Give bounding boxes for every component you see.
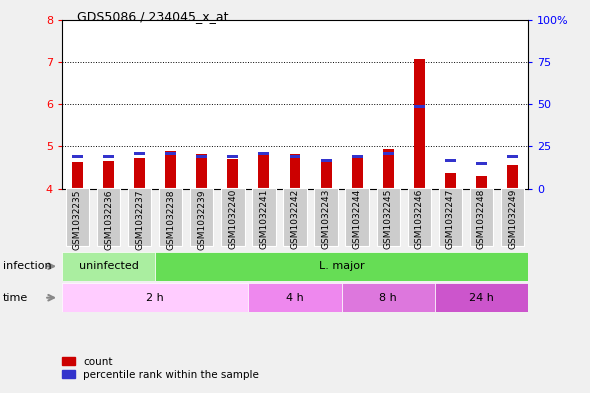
Text: GSM1032237: GSM1032237 bbox=[135, 189, 144, 250]
Bar bbox=[227, 159, 238, 189]
FancyBboxPatch shape bbox=[66, 188, 89, 246]
FancyBboxPatch shape bbox=[470, 188, 493, 246]
FancyBboxPatch shape bbox=[346, 188, 369, 246]
Text: time: time bbox=[3, 293, 28, 303]
Text: GSM1032242: GSM1032242 bbox=[290, 189, 300, 250]
Bar bbox=[165, 152, 176, 155]
Bar bbox=[258, 152, 270, 155]
FancyBboxPatch shape bbox=[221, 188, 244, 246]
Bar bbox=[165, 151, 176, 189]
Bar bbox=[62, 283, 248, 312]
FancyBboxPatch shape bbox=[159, 188, 182, 246]
Bar bbox=[476, 162, 487, 165]
Bar bbox=[248, 283, 342, 312]
FancyBboxPatch shape bbox=[128, 188, 151, 246]
FancyBboxPatch shape bbox=[439, 188, 462, 246]
Text: GSM1032236: GSM1032236 bbox=[104, 189, 113, 250]
Text: GSM1032245: GSM1032245 bbox=[384, 189, 393, 250]
Legend: count, percentile rank within the sample: count, percentile rank within the sample bbox=[58, 353, 263, 384]
Bar bbox=[414, 105, 425, 108]
Text: 24 h: 24 h bbox=[469, 293, 494, 303]
Bar bbox=[72, 155, 83, 158]
Bar bbox=[155, 252, 528, 281]
Text: GSM1032243: GSM1032243 bbox=[322, 189, 330, 250]
Text: uninfected: uninfected bbox=[78, 261, 139, 271]
FancyBboxPatch shape bbox=[253, 188, 276, 246]
Bar bbox=[290, 155, 300, 158]
Bar bbox=[507, 155, 518, 158]
Bar bbox=[258, 152, 270, 189]
FancyBboxPatch shape bbox=[283, 188, 307, 246]
Bar bbox=[134, 152, 145, 155]
FancyBboxPatch shape bbox=[314, 188, 337, 246]
Bar bbox=[196, 155, 207, 158]
Text: GSM1032241: GSM1032241 bbox=[260, 189, 268, 250]
Bar bbox=[320, 160, 332, 189]
Bar bbox=[383, 149, 394, 189]
Text: 8 h: 8 h bbox=[379, 293, 397, 303]
Bar bbox=[445, 173, 456, 189]
Bar bbox=[290, 154, 300, 189]
FancyBboxPatch shape bbox=[376, 188, 400, 246]
Text: GSM1032235: GSM1032235 bbox=[73, 189, 82, 250]
Text: GSM1032239: GSM1032239 bbox=[197, 189, 206, 250]
Bar bbox=[476, 176, 487, 189]
Bar bbox=[72, 162, 83, 189]
Bar bbox=[352, 158, 363, 189]
Bar bbox=[445, 159, 456, 162]
Text: GSM1032238: GSM1032238 bbox=[166, 189, 175, 250]
FancyBboxPatch shape bbox=[190, 188, 214, 246]
Text: infection: infection bbox=[3, 261, 51, 271]
Text: GSM1032248: GSM1032248 bbox=[477, 189, 486, 250]
Bar bbox=[227, 155, 238, 158]
Text: GSM1032244: GSM1032244 bbox=[353, 189, 362, 250]
Text: GSM1032240: GSM1032240 bbox=[228, 189, 237, 250]
Text: 2 h: 2 h bbox=[146, 293, 164, 303]
Bar bbox=[320, 159, 332, 162]
Bar bbox=[103, 155, 114, 158]
Text: GSM1032247: GSM1032247 bbox=[446, 189, 455, 250]
Bar bbox=[134, 158, 145, 189]
Bar bbox=[103, 161, 114, 189]
FancyBboxPatch shape bbox=[97, 188, 120, 246]
Bar bbox=[383, 152, 394, 155]
Text: 4 h: 4 h bbox=[286, 293, 304, 303]
Text: GSM1032246: GSM1032246 bbox=[415, 189, 424, 250]
Text: L. major: L. major bbox=[319, 261, 365, 271]
Text: GDS5086 / 234045_x_at: GDS5086 / 234045_x_at bbox=[77, 10, 228, 23]
Bar bbox=[342, 283, 435, 312]
FancyBboxPatch shape bbox=[408, 188, 431, 246]
Bar bbox=[352, 155, 363, 158]
Bar bbox=[414, 59, 425, 189]
Bar bbox=[435, 283, 528, 312]
Text: GSM1032249: GSM1032249 bbox=[508, 189, 517, 250]
FancyBboxPatch shape bbox=[501, 188, 524, 246]
Bar bbox=[62, 252, 155, 281]
Bar bbox=[196, 154, 207, 189]
Bar bbox=[507, 165, 518, 189]
